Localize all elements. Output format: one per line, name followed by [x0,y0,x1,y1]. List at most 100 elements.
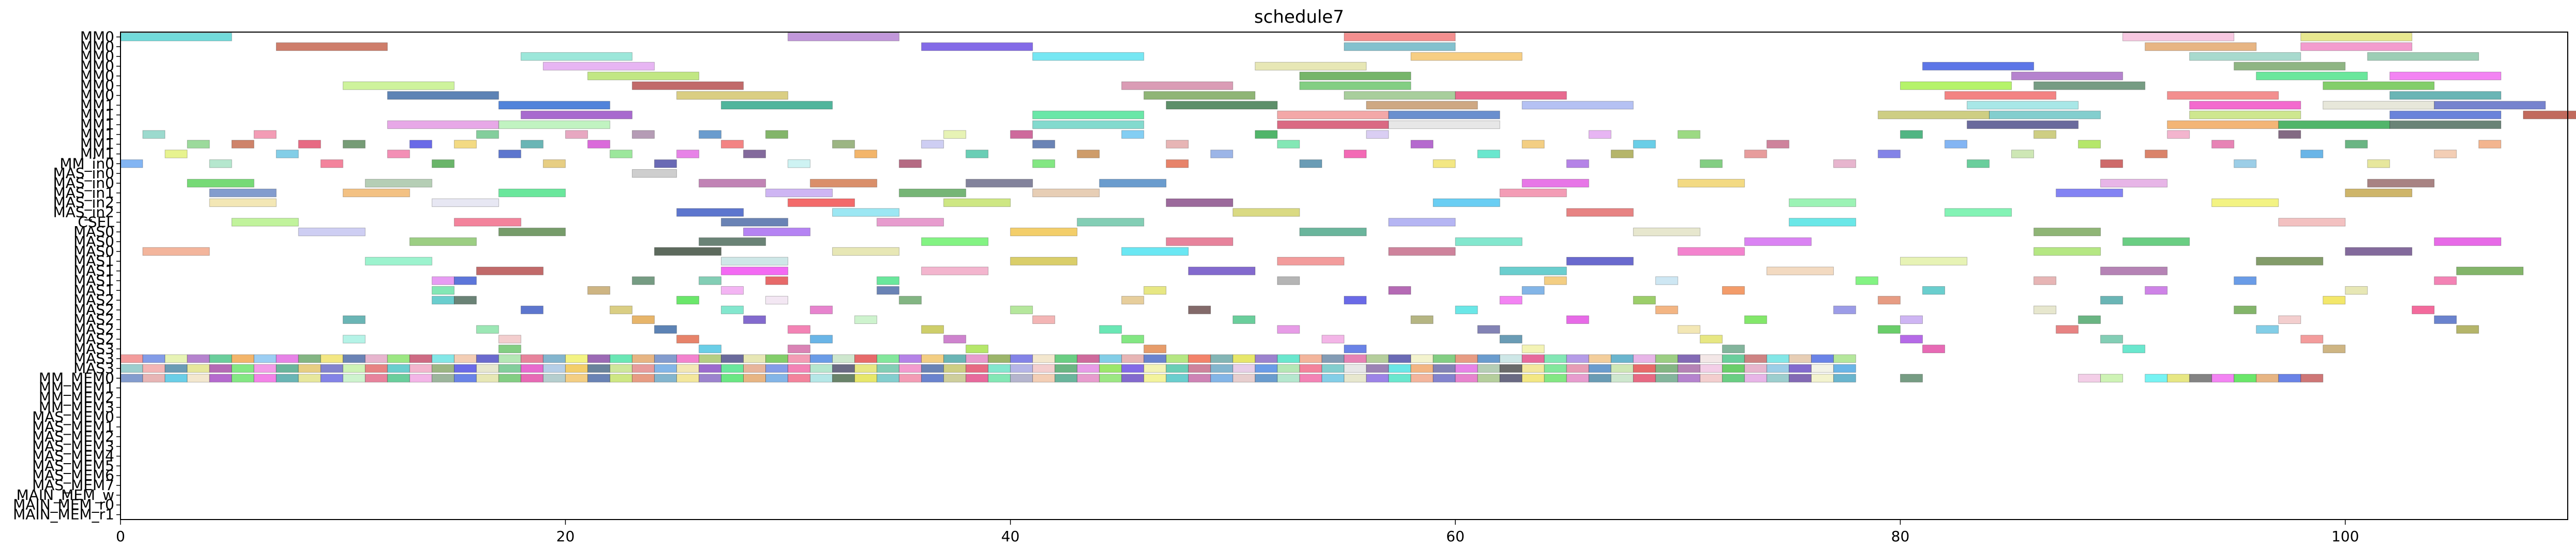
task-bar [1677,130,1700,139]
task-bar [231,354,254,363]
y-tick-label: MM0 [80,38,114,55]
task-bar [1166,237,1233,246]
y-tick-label: MAS3 [73,350,114,367]
task-bar [1344,295,1367,305]
task-bar [1366,374,1389,382]
task-bar [1321,335,1345,344]
task-bar [565,354,588,363]
y-tick-label: MM0 [80,77,114,94]
task-bar [2122,33,2235,41]
task-bar [142,354,165,363]
y-tick-label: MAS_in0 [53,165,114,182]
task-bar [565,364,588,373]
task-bar [2100,179,2168,188]
task-bar [721,354,744,363]
task-bar [587,354,610,363]
task-bar [743,150,766,158]
task-bar [631,169,677,178]
task-bar [877,364,900,373]
task-bar [2389,110,2502,120]
task-bar [721,218,789,227]
task-bar [1788,364,1812,373]
task-bar [2323,345,2346,353]
task-bar [810,179,878,188]
task-bar [2056,188,2123,198]
task-bar [1610,364,1634,373]
task-bar [1188,354,1211,363]
task-bar [209,354,232,363]
task-bar [1477,354,1500,363]
task-bar [1566,159,1589,168]
task-bar [1744,315,1767,324]
task-bar [2056,325,2079,334]
task-bar [2100,266,2168,275]
task-bar [1477,325,1500,334]
task-bar [342,140,366,149]
y-tick-label: MM1 [80,96,114,113]
task-bar [788,354,810,363]
plot-frame [120,32,2568,520]
task-bar [1054,364,1078,373]
task-bar [877,286,900,295]
task-bar [1499,266,1567,275]
y-tick-label: MAS2 [73,291,114,308]
task-bar [2033,81,2146,90]
task-bar [1277,140,1300,149]
task-bar [631,354,655,363]
task-bar [1410,374,1434,382]
task-bar [1255,354,1278,363]
task-bar [2167,91,2279,100]
task-bar [1811,374,1834,382]
x-axis: 0 20 40 60 80 100 [116,520,2359,545]
task-bar [1032,364,1056,373]
task-bar [676,91,789,100]
task-bar [2100,295,2123,305]
task-bar [1722,374,1745,382]
task-bar [1321,374,1345,382]
task-bar [1766,364,1789,373]
task-bar [1989,110,2101,120]
task-bar [966,345,989,353]
bars-layer [120,33,2576,382]
y-tick-label: MAS_MEM6 [32,467,114,484]
task-bar [409,374,432,382]
task-bar [2211,198,2279,207]
task-bar [298,228,366,236]
task-bar [699,364,721,373]
task-bar [1210,150,1233,158]
task-bar [1277,364,1300,373]
task-bar [1099,325,1122,334]
task-bar [387,374,410,382]
task-bar [899,159,922,168]
task-bar [1967,120,2079,129]
task-bar [943,354,967,363]
task-bar [2256,71,2368,81]
task-bar [1566,354,1589,363]
task-bar [1099,354,1122,363]
task-bar [988,354,1011,363]
task-bar [2100,159,2123,168]
chart-title: schedule7 [1254,7,1344,27]
task-bar [654,325,677,334]
task-bar [409,237,477,246]
task-bar [1433,198,1500,207]
task-bar [1410,354,1434,363]
task-bar [1744,354,1767,363]
task-bar [1054,354,1078,363]
task-bar [387,354,410,363]
task-bar [454,276,477,285]
task-bar [1522,364,1545,373]
y-tick-label: MAS3 [73,360,114,377]
task-bar [1388,110,1500,120]
task-bar [699,276,721,285]
task-bar [2189,110,2301,120]
task-bar [276,354,299,363]
task-bar [476,354,499,363]
task-bar [721,374,744,382]
task-bar [1967,101,2079,110]
task-bar [609,374,632,382]
task-bar [543,62,655,71]
task-bar [1166,198,1233,207]
task-bar [810,335,833,344]
